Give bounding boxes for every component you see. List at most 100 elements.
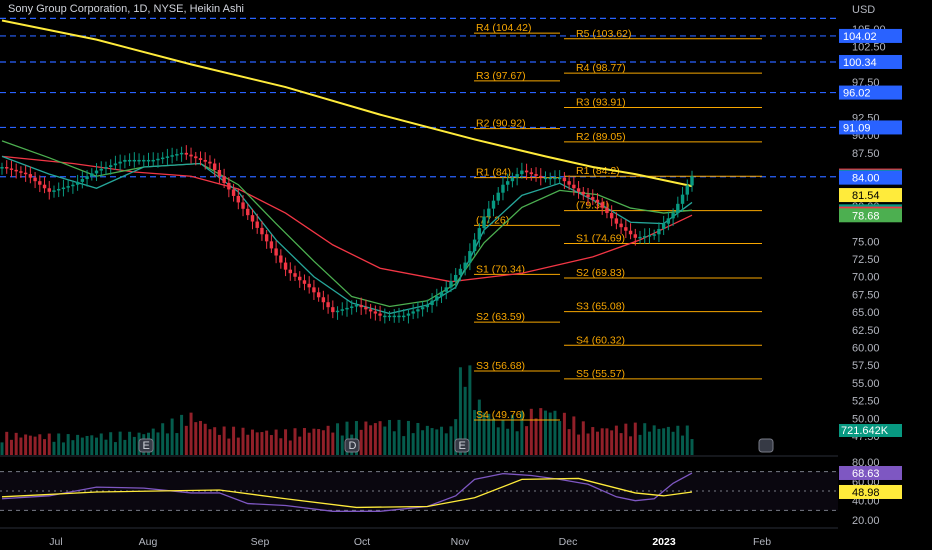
candle-body	[331, 307, 335, 313]
x-tick-Aug: Aug	[139, 536, 158, 548]
volume-bar	[411, 433, 415, 455]
candle-body	[600, 202, 604, 208]
candle-body	[666, 218, 671, 224]
volume-bar	[57, 433, 61, 455]
candle-body	[236, 195, 241, 203]
volume-bar	[458, 367, 462, 455]
candle-body	[406, 313, 411, 316]
volume-bar	[47, 433, 51, 455]
volume-bar	[28, 435, 32, 455]
candle-body	[496, 192, 500, 201]
price-badge-2	[839, 170, 902, 185]
candle-body	[510, 177, 515, 182]
rsi-badge-0	[839, 465, 902, 480]
candle-body	[222, 176, 226, 183]
volume-bar	[383, 426, 387, 455]
x-tick-Sep: Sep	[251, 536, 270, 548]
volume-bar	[543, 410, 547, 455]
rsi-badge-1	[839, 484, 902, 499]
candle-body	[165, 156, 170, 158]
candle-body	[108, 165, 113, 168]
volume-bar	[279, 438, 283, 455]
event-marker-label: E	[143, 440, 150, 452]
volume-bar	[520, 411, 524, 455]
volume-bar	[581, 421, 585, 455]
candle-body	[420, 307, 425, 310]
candle-body	[463, 262, 467, 269]
volume-bar	[553, 410, 557, 455]
volume-bar	[529, 408, 533, 455]
volume-bar	[510, 414, 514, 455]
candle-body	[350, 306, 354, 308]
event-marker-dividend	[344, 438, 360, 453]
candle-body	[19, 171, 23, 173]
volume-bar	[619, 433, 623, 455]
volume-bar	[175, 433, 179, 455]
candle-body	[99, 168, 103, 171]
candle-body	[392, 315, 396, 318]
candle-body	[477, 228, 482, 240]
candle-body	[543, 177, 548, 180]
volume-bar	[629, 436, 633, 455]
volume-bar	[614, 425, 618, 455]
candle-body	[189, 154, 193, 157]
volume-bar	[340, 435, 344, 455]
candle-body	[85, 176, 89, 180]
volume-bar	[572, 416, 576, 455]
volume-bar	[671, 431, 675, 455]
volume-bar	[184, 425, 188, 455]
volume-bar	[232, 426, 236, 455]
candle-body	[572, 184, 576, 189]
event-marker-earnings	[138, 438, 154, 453]
candle-body	[127, 159, 132, 162]
candle-body	[5, 167, 9, 169]
volume-bar	[180, 414, 184, 455]
price-tick-8: 72.50	[852, 254, 880, 266]
volume-bar	[317, 429, 321, 455]
price-tick-13: 60.00	[852, 343, 880, 355]
candle-body	[557, 177, 562, 180]
candle-body	[151, 159, 155, 162]
pivot-label-b: S4 (60.32)	[576, 334, 625, 346]
pivot-label-a: S3 (56.68)	[476, 360, 525, 372]
horizontal-line-badge-4	[839, 120, 902, 135]
volume-bar	[525, 426, 529, 455]
candle-body	[160, 157, 165, 160]
future-event-marker	[758, 438, 774, 453]
pivot-label-a: R4 (104.42)	[476, 22, 531, 34]
candle-body	[42, 184, 47, 189]
candle-body	[482, 216, 486, 229]
volume-bar	[19, 437, 23, 455]
price-tick-16: 52.50	[852, 396, 880, 408]
candle-body	[576, 188, 581, 192]
volume-bar	[321, 430, 325, 455]
candle-body	[0, 167, 4, 169]
volume-bar	[681, 435, 685, 455]
volume-bar	[657, 428, 661, 455]
candle-body	[118, 161, 122, 164]
price-badge-6	[839, 208, 902, 223]
volume-bar	[298, 436, 302, 455]
candle-body	[66, 186, 70, 188]
volume-bar	[666, 426, 670, 455]
volume-bar	[33, 436, 37, 455]
volume-bar	[128, 431, 132, 455]
candle-body	[661, 223, 666, 229]
candle-body	[402, 315, 406, 318]
volume-bar	[14, 432, 18, 455]
horizontal-line-badge-text-1: 104.02	[843, 31, 877, 43]
candle-body	[624, 227, 628, 231]
volume-bar	[548, 412, 552, 455]
horizontal-line-badge-1	[839, 28, 902, 43]
price-tick-5: 87.50	[852, 148, 880, 160]
candle-body	[548, 177, 552, 180]
volume-bar	[605, 428, 609, 455]
candle-body	[690, 176, 694, 186]
x-tick-Dec: Dec	[559, 536, 578, 548]
volume-bar	[463, 386, 467, 455]
volume-bar	[9, 439, 13, 455]
volume-bar	[165, 433, 169, 455]
candle-body	[680, 194, 685, 204]
volume-bar	[487, 413, 491, 455]
